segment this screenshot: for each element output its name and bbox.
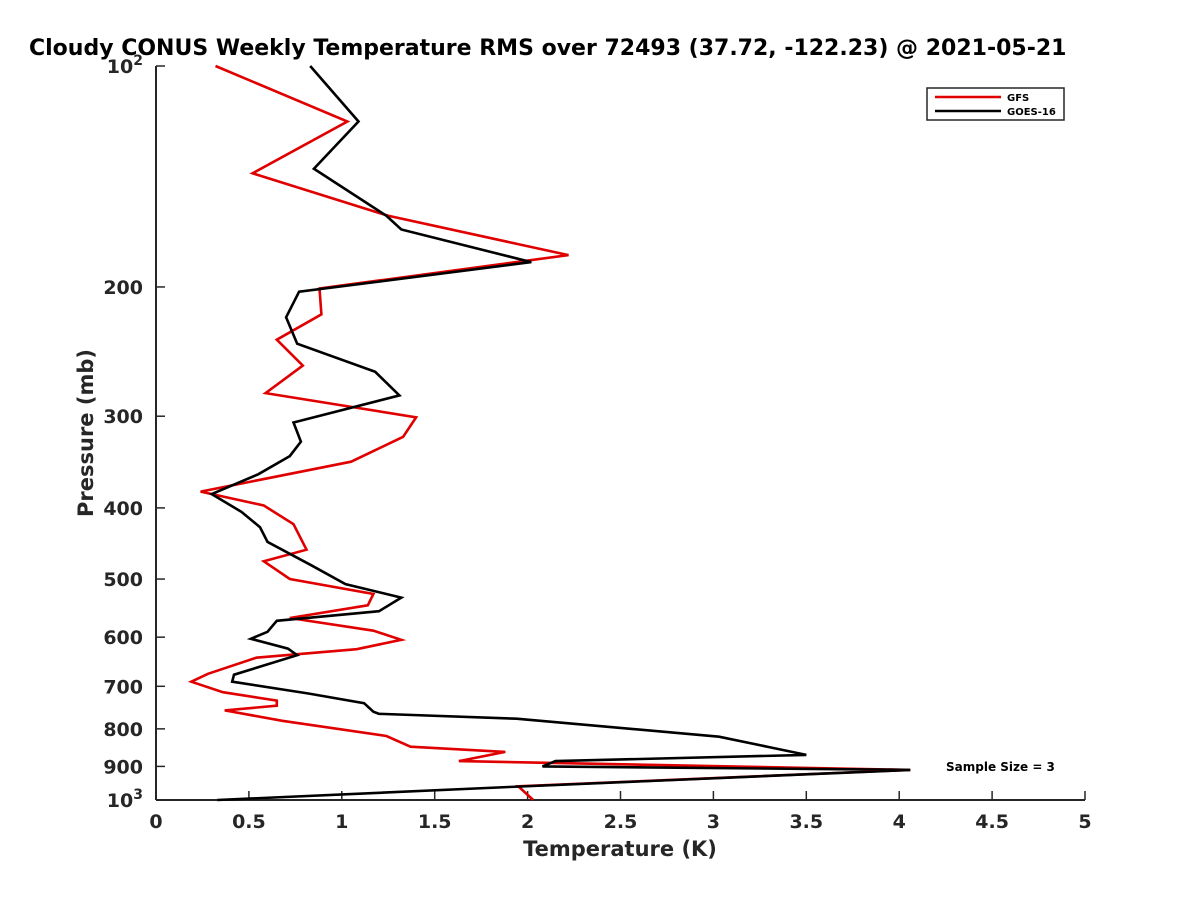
x-tick-label: 4.5 — [975, 811, 1009, 833]
x-tick-label: 1 — [335, 811, 348, 833]
x-axis-label: Temperature (K) — [523, 837, 717, 861]
x-tick-label: 1.5 — [418, 811, 452, 833]
chart-title: Cloudy CONUS Weekly Temperature RMS over… — [29, 36, 1066, 61]
legend: GFS GOES-16 — [926, 87, 1065, 121]
y-tick-label: 102 — [107, 53, 143, 78]
x-tick-label: 3.5 — [789, 811, 823, 833]
y-tick-label: 103 — [107, 787, 143, 812]
y-tick-label-exponent: 2 — [133, 53, 143, 69]
y-tick-label: 500 — [103, 569, 143, 591]
y-tick-label: 900 — [103, 756, 143, 778]
y-tick-label-base: 10 — [107, 56, 133, 78]
y-axis-label: Pressure (mb) — [74, 349, 98, 517]
y-tick-label-base: 400 — [103, 498, 143, 520]
y-tick-label-base: 900 — [103, 756, 143, 778]
x-tick-label: 3 — [707, 811, 720, 833]
y-tick-label-base: 500 — [103, 569, 143, 591]
x-tick-label: 5 — [1078, 811, 1091, 833]
y-tick-label-exponent: 3 — [133, 787, 143, 803]
x-tick-label: 0 — [149, 811, 162, 833]
x-tick-label: 2.5 — [604, 811, 638, 833]
x-tick-label: 2 — [521, 811, 534, 833]
y-tick-label: 200 — [103, 277, 143, 299]
y-tick-label-base: 800 — [103, 719, 143, 741]
y-tick-label: 700 — [103, 676, 143, 698]
series-line-gfs — [187, 64, 911, 801]
y-tick-label-base: 200 — [103, 277, 143, 299]
series-line-goes-16 — [208, 65, 911, 802]
x-tick-label: 0.5 — [232, 811, 266, 833]
series-layer — [187, 64, 911, 802]
y-tick-label: 800 — [103, 719, 143, 741]
y-tick-label-base: 10 — [107, 790, 133, 812]
legend-label: GOES-16 — [1007, 107, 1056, 118]
legend-box — [926, 87, 1065, 121]
y-tick-label: 300 — [103, 406, 143, 428]
y-tick-label: 400 — [103, 498, 143, 520]
y-tick-label-base: 300 — [103, 406, 143, 428]
axes-layer: 0 0.5 1 1.5 2 2.5 3 3.5 4 4.5 51022003004005006007… — [103, 53, 1091, 833]
sample-size-annotation: Sample Size = 3 — [946, 760, 1055, 774]
y-tick-label-base: 700 — [103, 676, 143, 698]
y-tick-label-base: 600 — [103, 627, 143, 649]
y-tick-label: 600 — [103, 627, 143, 649]
legend-label: GFS — [1007, 93, 1029, 104]
x-tick-label: 4 — [893, 811, 906, 833]
